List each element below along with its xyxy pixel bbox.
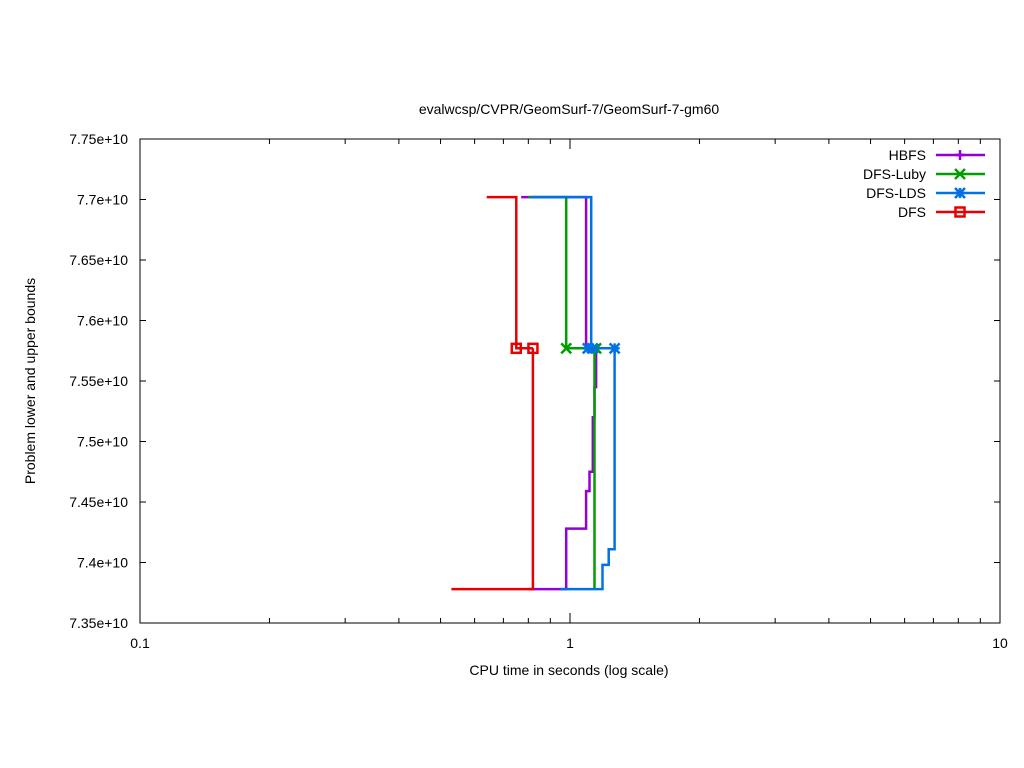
- series-dfs-lds-lower-bound-line: [560, 348, 616, 591]
- series-dfs-upper-bound-line: [486, 195, 533, 350]
- series-dfs-lds: [530, 195, 621, 591]
- y-axis-label: Problem lower and upper bounds: [22, 278, 38, 484]
- legend-item-dfs-luby: DFS-Luby: [863, 166, 985, 182]
- chart-title: evalwcsp/CVPR/GeomSurf-7/GeomSurf-7-gm60: [419, 101, 720, 117]
- legend-label: DFS: [898, 204, 926, 220]
- plot-frame: [139, 138, 1001, 624]
- x-ticks: 0.1 1 10: [130, 139, 1008, 651]
- legend: HBFS DFS-Luby DFS-LDS DFS: [863, 147, 985, 220]
- series-dfs-lower-bound-line: [451, 348, 535, 591]
- y-tick-label: 7.65e+10: [69, 252, 128, 268]
- series-dfs-lds-point: [608, 342, 621, 355]
- series-hbfs-upper-bound-line: [521, 195, 592, 350]
- legend-item-hbfs: HBFS: [889, 147, 985, 163]
- legend-marker: [954, 168, 966, 180]
- series-dfs-lds-upper-bound-line: [530, 195, 615, 350]
- plot-series: [451, 195, 621, 591]
- x-axis-label: CPU time in seconds (log scale): [469, 662, 668, 678]
- legend-marker: [955, 150, 965, 160]
- legend-label: HBFS: [889, 147, 926, 163]
- x-tick-label: 10: [992, 635, 1008, 651]
- y-tick-label: 7.5e+10: [77, 434, 128, 450]
- y-tick-label: 7.7e+10: [77, 192, 128, 208]
- series-dfs-luby-point: [560, 342, 573, 355]
- legend-marker: [954, 206, 966, 218]
- y-tick-label: 7.35e+10: [69, 615, 128, 631]
- x-tick-label: 1: [566, 635, 574, 651]
- legend-label: DFS-LDS: [866, 185, 926, 201]
- legend-marker: [954, 187, 966, 199]
- y-ticks: 7.35e+10 7.4e+10 7.45e+10 7.5e+10 7.55e+10 7.…: [69, 131, 1000, 631]
- y-tick-label: 7.6e+10: [77, 313, 128, 329]
- series-dfs-point: [510, 342, 523, 355]
- x-tick-label: 0.1: [130, 635, 150, 651]
- y-tick-label: 7.75e+10: [69, 131, 128, 147]
- y-tick-label: 7.4e+10: [77, 555, 128, 571]
- legend-item-dfs: DFS: [898, 204, 985, 220]
- y-tick-label: 7.45e+10: [69, 494, 128, 510]
- y-tick-label: 7.55e+10: [69, 373, 128, 389]
- legend-label: DFS-Luby: [863, 166, 926, 182]
- series-dfs-point: [527, 342, 539, 355]
- series-hbfs-lower-bound-line: [528, 348, 598, 591]
- series-dfs-lds-point: [586, 342, 599, 355]
- series-dfs: [451, 195, 539, 591]
- legend-item-dfs-lds: DFS-LDS: [866, 185, 985, 201]
